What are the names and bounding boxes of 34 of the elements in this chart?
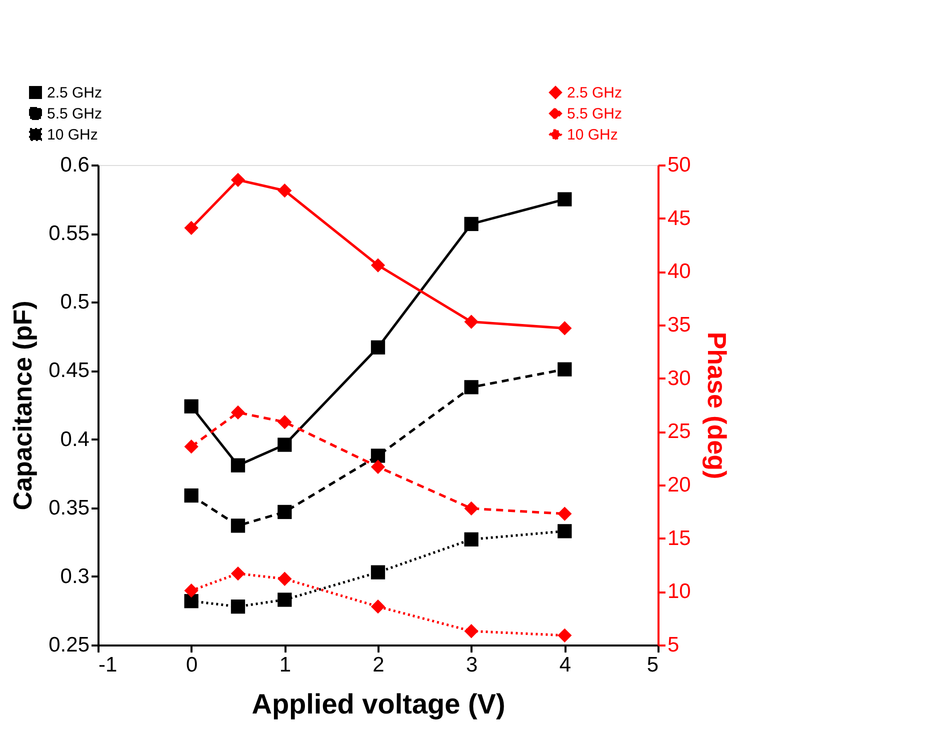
y-tick-label: 0.45 xyxy=(48,359,90,382)
legend-label: 5.5 GHz xyxy=(47,106,102,122)
legend-label: 5.5 GHz xyxy=(567,106,622,122)
legend-label: 2.5 GHz xyxy=(47,84,102,102)
x-axis-title: Applied voltage (V) xyxy=(252,688,506,720)
y2-tick-label: 10 xyxy=(668,580,691,604)
y2-tick-label: 20 xyxy=(668,474,691,496)
y2-axis-title: Phase (deg) xyxy=(702,332,732,480)
y2-tick-label: 25 xyxy=(668,420,691,444)
y2-tick-label: 5 xyxy=(668,634,680,656)
y2-tick-label: 40 xyxy=(668,260,691,284)
x-tick-label: 2 xyxy=(372,654,384,676)
y-tick-label: 0.55 xyxy=(48,222,90,246)
y2-tick-label: 45 xyxy=(668,206,691,230)
y2-tick-label: 30 xyxy=(668,366,691,390)
y-tick-label: 0.25 xyxy=(48,634,90,656)
x-tick-label: 3 xyxy=(466,654,478,676)
x-tick-label: 4 xyxy=(559,654,572,676)
legend-label: 10 GHz xyxy=(567,126,618,144)
x-tick-label: -1 xyxy=(98,654,118,676)
y-tick-label: 0.5 xyxy=(60,290,90,314)
y2-tick-label: 50 xyxy=(668,154,691,176)
legend-label: 2.5 GHz xyxy=(567,84,622,102)
x-tick-label: 0 xyxy=(186,654,198,676)
y-tick-label: 0.6 xyxy=(60,154,90,176)
x-tick-label: 1 xyxy=(279,654,292,676)
y2-tick-label: 35 xyxy=(668,314,691,336)
x-tick-label: 5 xyxy=(646,654,658,676)
y-tick-label: 0.3 xyxy=(60,564,90,588)
y-tick-label: 0.4 xyxy=(60,428,90,451)
legend-label: 10 GHz xyxy=(47,126,98,144)
y-tick-label: 0.35 xyxy=(48,496,90,520)
y-axis-title: Capacitance (pF) xyxy=(8,300,38,510)
y2-tick-label: 15 xyxy=(668,526,691,550)
